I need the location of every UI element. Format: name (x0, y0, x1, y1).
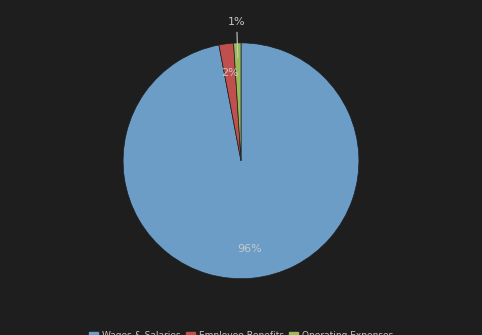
Wedge shape (219, 43, 241, 161)
Text: 1%: 1% (228, 17, 245, 58)
Wedge shape (234, 43, 241, 161)
Text: 1%: 1% (0, 334, 1, 335)
Wedge shape (123, 43, 359, 279)
Text: 2%: 2% (221, 68, 239, 78)
Legend: Wages & Salaries, Employee Benefits, Operating Expenses: Wages & Salaries, Employee Benefits, Ope… (87, 329, 395, 335)
Text: 96%: 96% (237, 244, 262, 254)
